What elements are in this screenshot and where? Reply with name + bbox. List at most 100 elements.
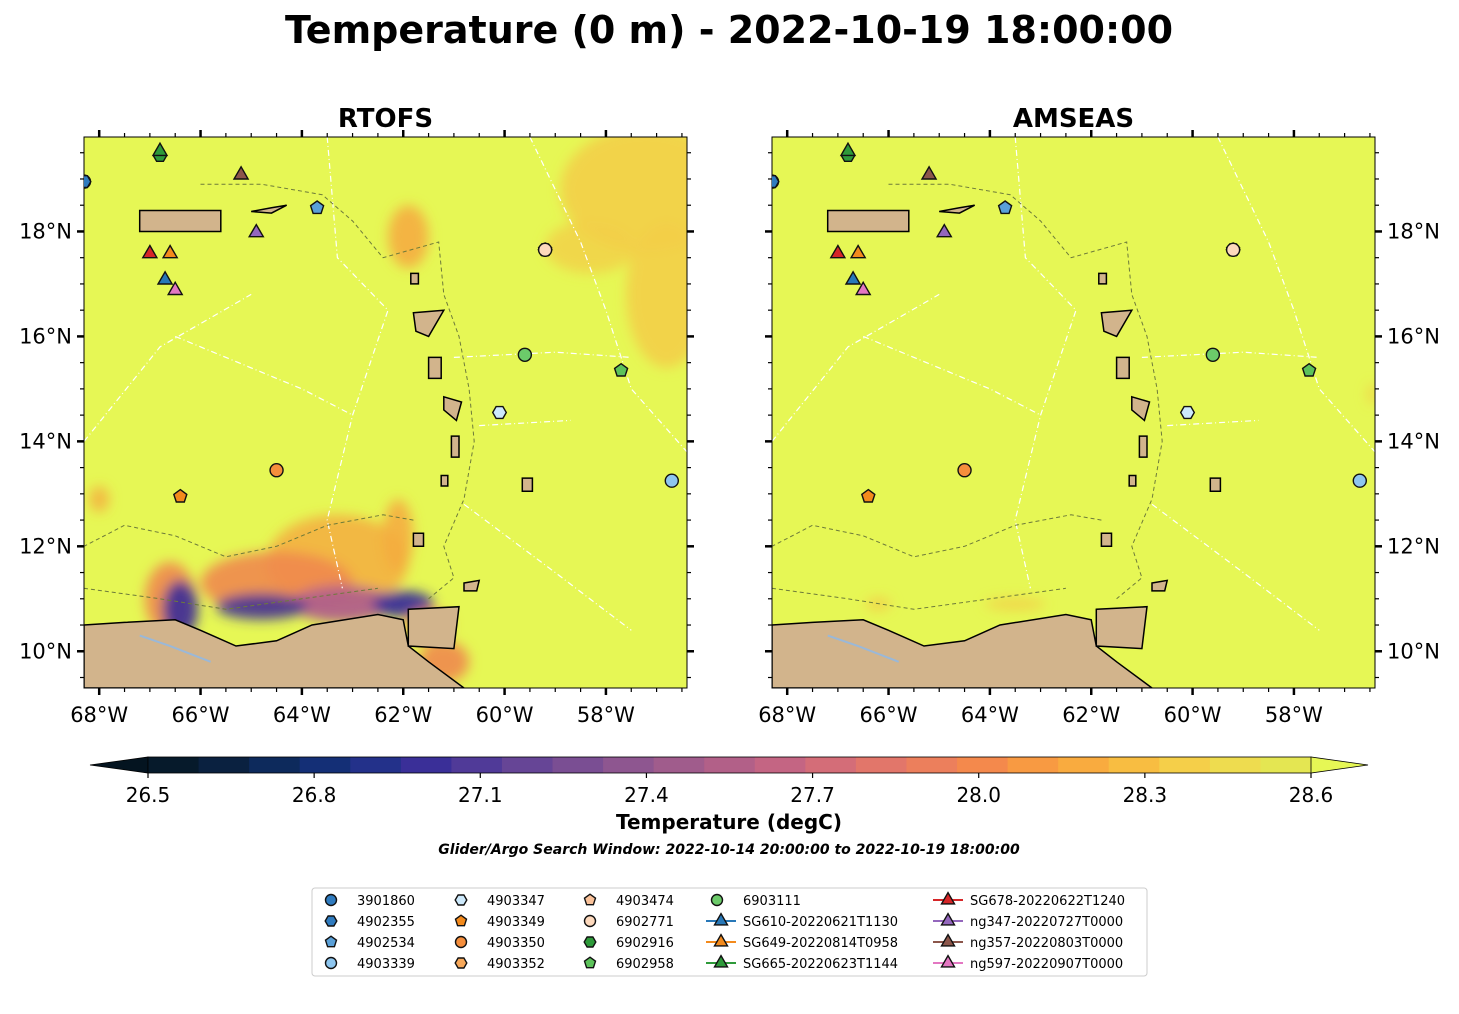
y-tick-label: 18°N xyxy=(19,219,72,243)
colorbar-segment xyxy=(198,757,250,773)
legend-marker-6902958 xyxy=(583,956,597,969)
legend-label: 4903347 xyxy=(487,894,545,909)
y-tick-label: 10°N xyxy=(19,639,72,663)
legend-label: ng597-20220907T0000 xyxy=(970,957,1123,972)
island-land xyxy=(939,204,976,214)
colorbar-segment xyxy=(350,757,402,773)
eez-boundary-line xyxy=(326,137,389,589)
legend-frame xyxy=(311,887,1148,977)
island-land xyxy=(410,272,420,285)
marker-4903347 xyxy=(1179,405,1196,420)
legend-marker-4903339 xyxy=(324,956,338,970)
marker-legend: 3901860 4902355 4902534 4903339 4903347 49033… xyxy=(311,887,1148,977)
bathymetry-contour xyxy=(84,514,414,558)
marker-SG665-20220623T1144 xyxy=(839,141,857,157)
marker-4903349 xyxy=(172,488,188,503)
legend-marker-4903352 xyxy=(454,957,468,969)
bathymetry-contour xyxy=(772,514,1102,558)
legend-label: SG678-20220622T1240 xyxy=(970,894,1125,909)
colorbar-segment xyxy=(1209,757,1261,773)
marker-SG610-20220621T1130 xyxy=(156,270,174,285)
legend-marker-SG678-20220622T1240 xyxy=(940,891,956,905)
x-tick-label: 66°W xyxy=(860,703,918,727)
colorbar-tick-label: 26.5 xyxy=(126,783,171,807)
marker-SG610-20220621T1130 xyxy=(844,270,862,285)
island-land xyxy=(427,356,442,380)
bathymetry-contour xyxy=(84,587,378,610)
colorbar-segment xyxy=(957,757,1009,773)
legend-label: SG665-20220623T1144 xyxy=(743,957,898,972)
colorbar-segment xyxy=(400,757,452,773)
x-tick-label: 60°W xyxy=(1164,703,1222,727)
colorbar-segment xyxy=(754,757,806,773)
y-tick-label: 18°N xyxy=(1387,219,1440,243)
x-tick-label: 66°W xyxy=(172,703,230,727)
x-tick-label: 64°W xyxy=(273,703,331,727)
panel-title: RTOFS xyxy=(338,104,433,134)
colorbar-segment xyxy=(451,757,503,773)
x-tick-label: 62°W xyxy=(1062,703,1120,727)
legend-marker-SG649-20220814T0958 xyxy=(713,933,729,947)
legend-label: 4903349 xyxy=(487,915,545,930)
legend-marker-ng597-20220907T0000 xyxy=(940,954,956,968)
x-tick-label: 62°W xyxy=(374,703,432,727)
marker-ng347-20220727T0000 xyxy=(247,223,265,238)
legend-marker-6903111 xyxy=(710,893,724,907)
eez-boundary-line xyxy=(1167,419,1259,427)
legend-label: 4902355 xyxy=(357,915,415,930)
marker-6902958 xyxy=(1301,362,1317,377)
eez-boundary-line xyxy=(772,293,940,442)
marker-4903339 xyxy=(664,473,679,488)
colorbar-tick-label: 28.6 xyxy=(1289,783,1334,807)
amseas-map-panel: AMSEAS 68°W 66°W 64°W 62°W 60°W 58°W 10°N 12°N 14… xyxy=(758,104,1440,727)
island-land xyxy=(412,309,446,338)
island-land xyxy=(440,474,449,487)
colorbar-tick-label: 28.0 xyxy=(956,783,1001,807)
observation-markers xyxy=(772,141,1367,503)
island-land xyxy=(138,209,222,233)
legend-label: 6902958 xyxy=(616,957,674,972)
colorbar-segment xyxy=(653,757,705,773)
legend-marker-4902355 xyxy=(324,915,338,927)
eez-boundary-line xyxy=(84,293,252,442)
marker-ng347-20220727T0000 xyxy=(935,223,953,238)
legend-label: SG610-20220621T1130 xyxy=(743,915,898,930)
marker-SG678-20220622T1240 xyxy=(829,244,847,259)
colorbar-segment xyxy=(1007,757,1059,773)
island-land xyxy=(251,204,288,214)
legend-marker-4903347 xyxy=(454,894,468,906)
island-land xyxy=(1151,579,1169,592)
island-land xyxy=(1128,474,1137,487)
x-tick-label: 58°W xyxy=(1265,703,1323,727)
marker-ng597-20220907T0000 xyxy=(166,280,184,296)
island-land xyxy=(1098,272,1108,285)
legend-label: 4902534 xyxy=(357,936,415,951)
colorbar-tick-label: 28.3 xyxy=(1123,783,1168,807)
legend-marker-6902771 xyxy=(583,914,597,928)
legend-marker-6902916 xyxy=(583,936,597,948)
colorbar-segment xyxy=(704,757,756,773)
map-frame xyxy=(771,136,1376,689)
mainland-land xyxy=(772,613,1154,688)
eez-boundary-line xyxy=(479,419,571,427)
island-land xyxy=(1115,356,1130,380)
legend-marker-4902534 xyxy=(324,935,338,948)
river xyxy=(827,634,900,663)
marker-4903350 xyxy=(957,463,972,478)
marker-SG649-20220814T0958 xyxy=(161,244,179,259)
x-tick-label: 60°W xyxy=(476,703,534,727)
y-tick-label: 12°N xyxy=(1387,534,1440,558)
eez-boundary-line xyxy=(1217,137,1375,453)
panel-title: AMSEAS xyxy=(1013,104,1134,134)
marker-4902355 xyxy=(84,174,92,189)
island-land xyxy=(1138,435,1148,458)
island-land xyxy=(412,532,425,548)
island-land xyxy=(521,477,534,492)
colorbar-segment xyxy=(855,757,907,773)
x-tick-label: 68°W xyxy=(758,703,816,727)
legend-marker-3901860 xyxy=(324,893,338,907)
bathymetry-contour xyxy=(888,183,1163,600)
legend-label: ng347-20220727T0000 xyxy=(970,915,1123,930)
y-tick-label: 14°N xyxy=(19,429,72,453)
